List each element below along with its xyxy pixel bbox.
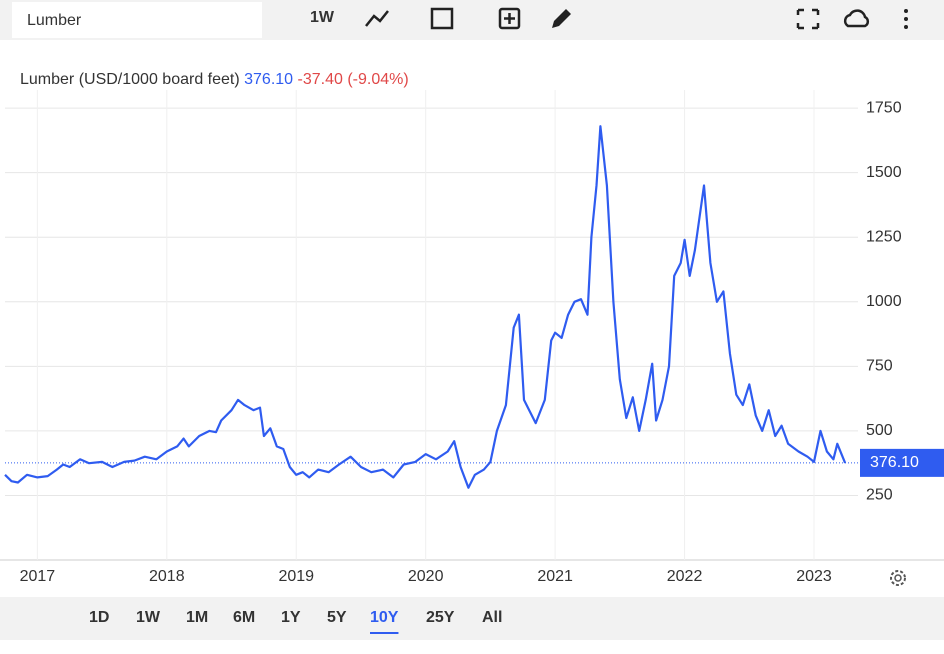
search-text[interactable]: Lumber [27,12,82,29]
x-tick-label: 2020 [408,568,444,585]
last-value-badge [860,448,944,477]
menu-dot [904,25,908,29]
range-button[interactable]: 10Y [370,609,399,626]
y-tick-label: 250 [866,487,893,504]
settings-icon[interactable] [890,570,906,586]
menu-icon[interactable] [904,9,908,13]
x-tick-label: 2018 [149,568,185,585]
calendar-icon[interactable] [430,7,454,30]
last-value: 376.10 [244,71,293,88]
range-button[interactable]: 25Y [426,609,455,626]
compare-icon[interactable] [498,7,521,30]
y-tick-label: 1750 [866,99,902,116]
y-tick-label: 750 [866,358,893,375]
y-tick-label: 500 [866,422,893,439]
last-value-label: 376.10 [870,454,919,471]
change: -37.40 (-9.04%) [298,71,409,88]
chart-header: Lumber (USD/1000 board feet) 376.10 -37.… [20,71,409,88]
x-tick-label: 2019 [278,568,314,585]
range-button[interactable]: 1M [186,609,208,626]
search-box[interactable] [12,2,262,38]
draw-icon[interactable] [552,9,571,28]
chart-title: Lumber (USD/1000 board feet) [20,71,240,88]
interval-button[interactable]: 1W [310,9,335,26]
range-button[interactable]: 1D [89,609,109,626]
x-tick-label: 2022 [667,568,703,585]
y-tick-label: 1250 [866,228,902,245]
fullscreen-icon[interactable] [796,8,820,30]
price-line [4,125,847,489]
range-button[interactable]: 1W [136,609,161,626]
x-tick-label: 2021 [537,568,573,585]
range-button[interactable]: All [482,609,502,626]
range-button[interactable]: 6M [233,609,255,626]
menu-dot [904,17,908,21]
range-button[interactable]: 5Y [327,609,347,626]
download-icon[interactable] [843,9,870,28]
line-type-icon[interactable] [365,10,389,27]
range-button[interactable]: 1Y [281,609,301,626]
x-tick-label: 2017 [20,568,56,585]
x-tick-label: 2023 [796,568,832,585]
range-bar [0,597,944,640]
y-tick-label: 1500 [866,164,902,181]
plus [504,13,515,24]
y-tick-label: 1000 [866,293,902,310]
